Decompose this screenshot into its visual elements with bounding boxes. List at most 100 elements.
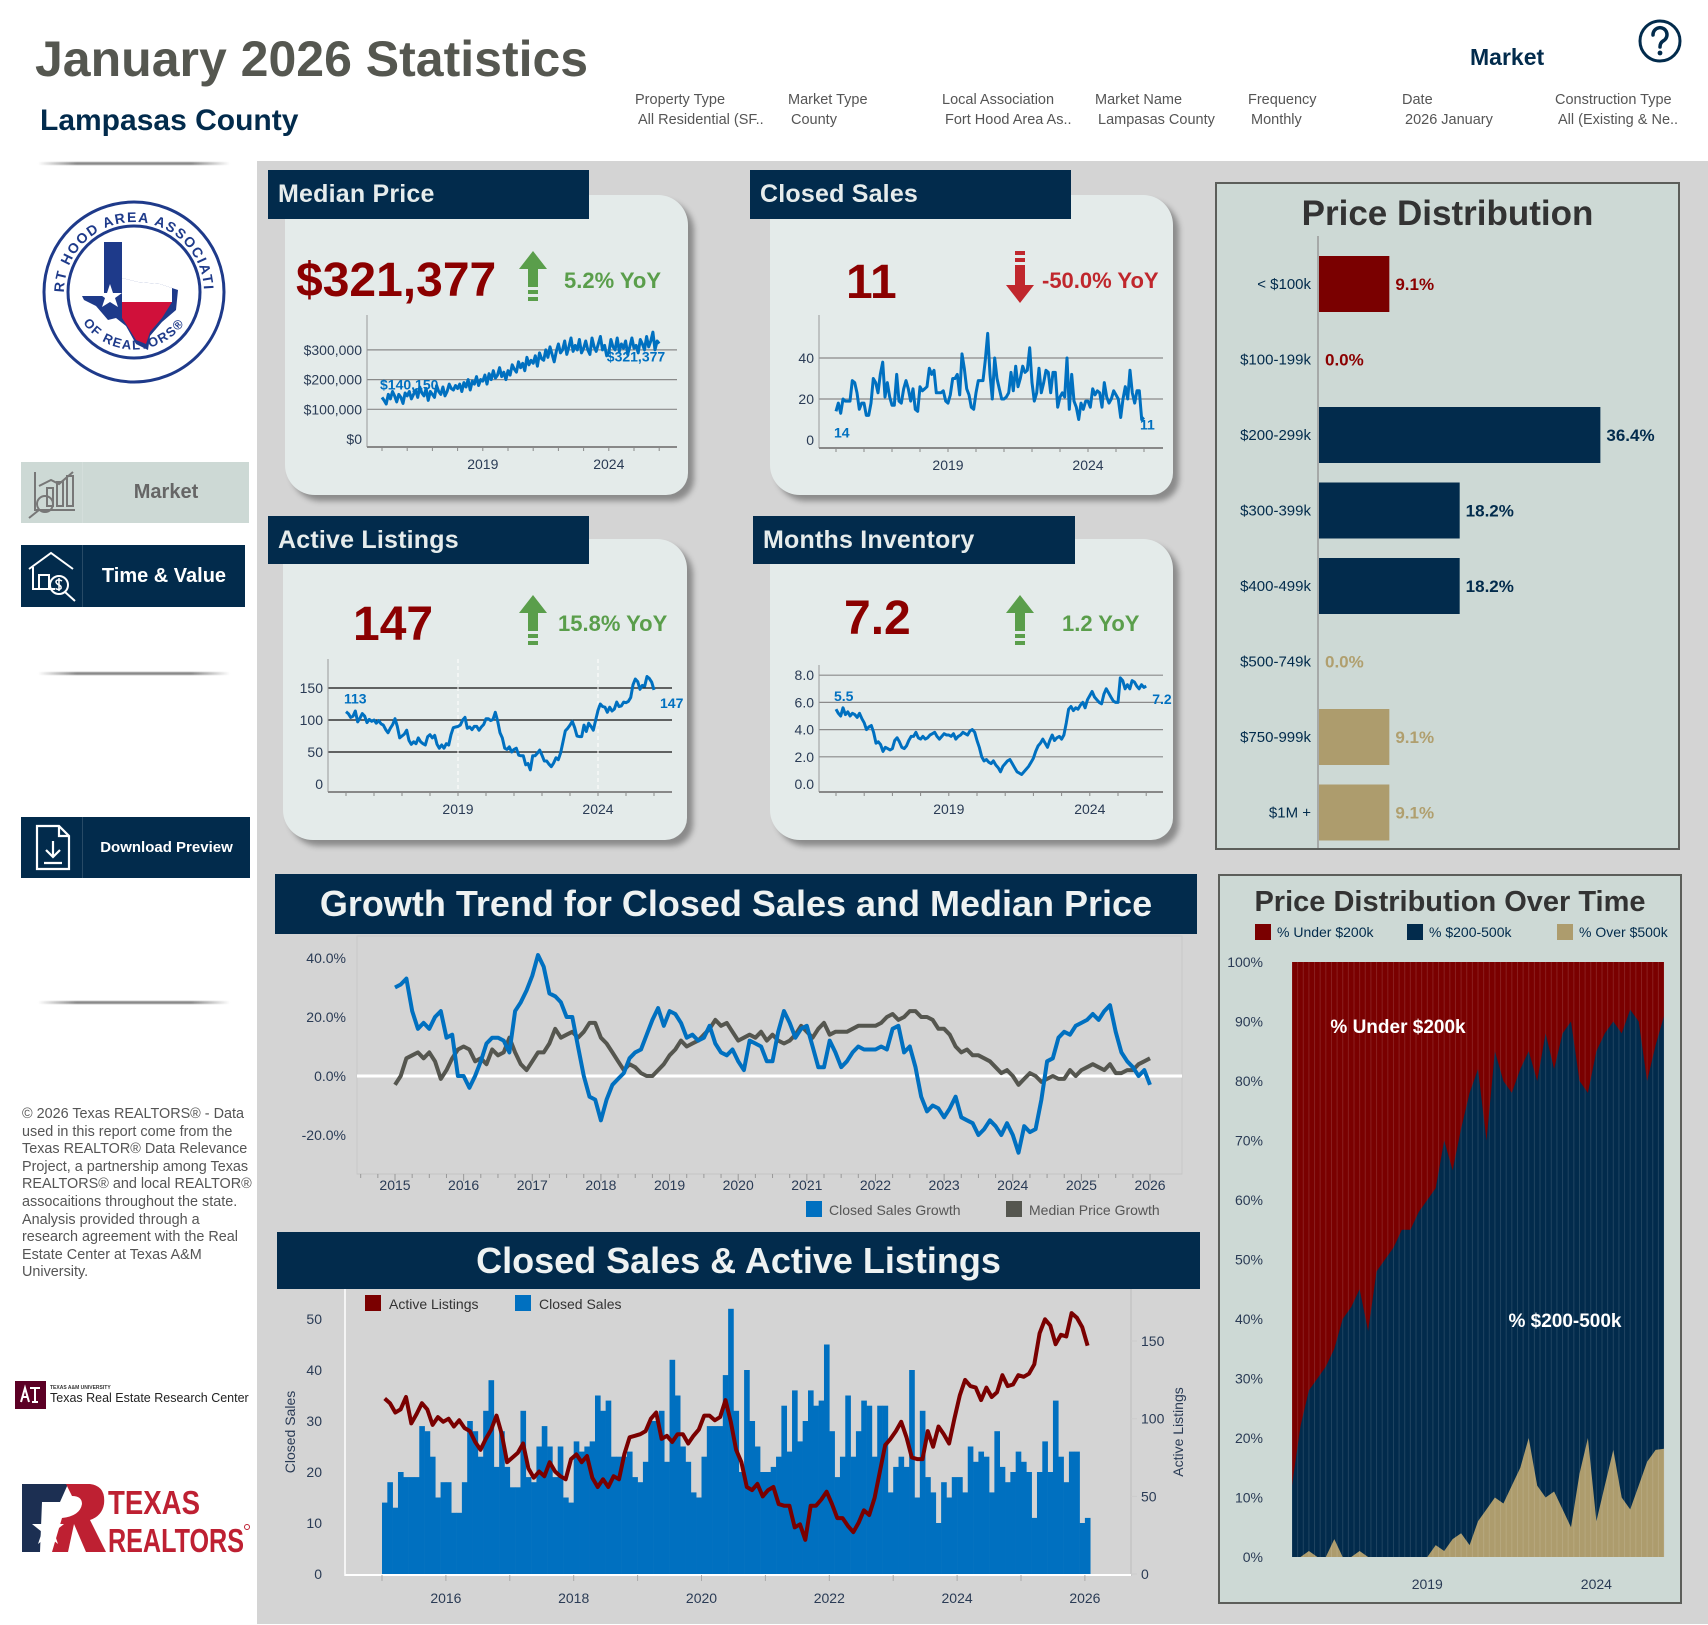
bar [973,1461,979,1574]
bar [451,1512,457,1574]
arrow-up-icon [519,251,547,301]
bar [909,1370,915,1574]
filter-label: Date [1402,92,1433,108]
filter-value[interactable]: Lampasas County [1098,112,1215,128]
bar [957,1477,963,1574]
y-tick-label: 0% [1243,1549,1263,1565]
bar [648,1421,654,1574]
x-tick-label: 2026 [1134,1177,1165,1193]
first-value-label: 5.5 [834,688,854,704]
bar [483,1410,489,1574]
bar [610,1456,617,1574]
bar [706,1426,713,1574]
filter-label: Construction Type [1555,92,1672,108]
question-circle-icon[interactable] [1637,18,1683,64]
active-listings-title: Active Listings [268,516,589,564]
series-line [383,1311,1090,1542]
bar [382,1502,388,1574]
filter-value[interactable]: Monthly [1251,112,1302,128]
months-inventory-card: 7.2 1.2 YoY 0.0 2.0 4.0 6.0 8.0 2019 2024 5.5 7.… [770,539,1173,840]
x-tick-label: 2015 [379,1177,410,1193]
bar [696,1497,702,1574]
y2-tick-label: 100 [1141,1411,1165,1427]
bar [839,1456,846,1574]
bar-value-label: 9.1% [1395,275,1434,294]
filter-market-name[interactable]: Market Name Lampasas County [1095,92,1215,128]
bar [472,1431,479,1574]
bar-value-label: 0.0% [1325,653,1364,672]
months-inventory-value: 7.2 [844,592,911,645]
active-listings-sparkline: 0 50 100 150 2019 2024 113 147 [300,659,684,817]
bar [754,1446,761,1574]
filter-value[interactable]: County [791,112,837,128]
bar [893,1466,899,1574]
nav-market-button[interactable]: Market [21,462,249,523]
filter-construction-type[interactable]: Construction Type All (Existing & Ne.. [1555,92,1678,128]
y-tick-label: 0.0% [314,1068,346,1084]
bar [760,1472,766,1574]
filter-market-type[interactable]: Market Type County [788,92,868,128]
bar [690,1492,697,1574]
y-axis-title: Closed Sales [282,1391,298,1474]
filter-value[interactable]: Fort Hood Area As.. [945,112,1072,128]
bar [1319,407,1601,463]
bar [467,1421,473,1574]
tamu-mark [15,1381,46,1409]
x-tick-label: 2025 [1066,1177,1097,1193]
bar [413,1477,420,1574]
bar [941,1482,947,1574]
first-value-label: 113 [344,691,367,707]
growth-trend-title: Growth Trend for Closed Sales and Median… [275,874,1197,934]
filter-frequency[interactable]: Frequency Monthly [1248,92,1317,128]
tamu-research-center-logo: TEXAS A&M UNIVERSITY Texas Real Estate R… [15,1381,249,1409]
filter-value[interactable]: 2026 January [1405,112,1493,128]
nav-time-value-button[interactable]: Time & Value [21,545,245,607]
bar [749,1421,756,1574]
filter-label: Frequency [1248,92,1317,108]
closed-sales-value: 11 [846,256,897,309]
pdot-chart: % Under $200k % $200-500k % Over $500k 0% 10… [1227,924,1669,1592]
filter-local-association[interactable]: Local Association Fort Hood Area As.. [942,92,1072,128]
months-inventory-yoy: 1.2 YoY [1062,611,1140,636]
series-line [345,675,656,772]
legend-label: Closed Sales [539,1296,622,1312]
x-tick-label: 2024 [1072,457,1103,473]
series-line [380,330,661,406]
category-label: $400-499k [1240,578,1311,595]
bar [621,1456,628,1574]
y-tick-label: 20.0% [306,1009,346,1025]
y-tick-label: 40% [1235,1311,1263,1327]
x-tick-label: 2019 [1412,1576,1443,1592]
bar [946,1497,953,1574]
nav-label: Time & Value [101,564,227,587]
bar [568,1502,575,1574]
bar [525,1477,532,1574]
filter-value[interactable]: All Residential (SF.. [638,112,764,128]
bar [461,1482,468,1574]
bar [792,1390,798,1574]
median-price-card: $321,377 5.2% YoY $0 $100,000 $200,000 $300… [285,195,688,495]
sales-listings-chart: 0 10 20 30 40 50 0 50 100 150 Closed Sales Active L… [282,1289,1186,1606]
bar [685,1461,692,1574]
bar [1074,1451,1080,1574]
x-tick-label: 2016 [430,1590,461,1606]
bar [632,1477,638,1574]
filter-date[interactable]: Date 2026 January [1402,92,1493,128]
filter-value[interactable]: All (Existing & Ne.. [1558,112,1679,128]
bar [653,1421,660,1574]
bar [802,1421,809,1574]
legend-label: Active Listings [389,1296,478,1312]
download-preview-button[interactable]: Download Preview [21,817,250,878]
series-line [834,676,1147,776]
x-tick-label: 2024 [582,801,613,817]
filter-property-type[interactable]: Property Type All Residential (SF.. [635,92,764,128]
bar [914,1497,921,1574]
series-line [834,331,1145,421]
bar [1068,1451,1075,1574]
y-tick-label: 80% [1235,1073,1263,1089]
bar [717,1426,724,1574]
page-title: January 2026 Statistics [35,31,589,87]
price-distribution-title: Price Distribution [1301,194,1594,233]
bar [930,1492,937,1574]
legend-label: % $200-500k [1429,924,1513,940]
